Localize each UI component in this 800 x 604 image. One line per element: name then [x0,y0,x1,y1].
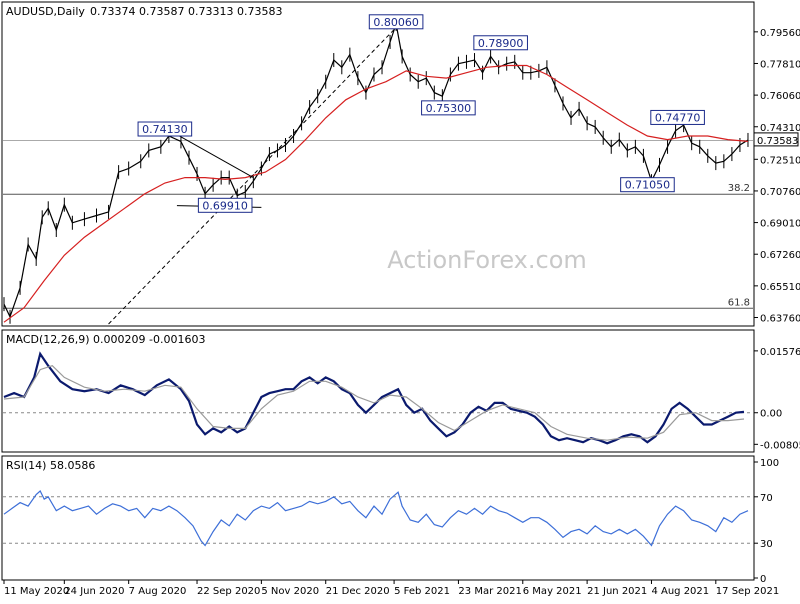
y-tick-label: 0.79560 [760,28,800,39]
price-annotation-box [137,121,193,137]
ohlc-label: 0.73374 0.73587 0.73313 0.73583 [90,5,282,18]
y-tick-label: 0.00 [760,409,782,420]
y-tick-label: 0.015768 [760,347,800,358]
macd-series-line [3,351,745,445]
rsi-title: RSI(14) 58.0586 [6,459,95,472]
x-tick-label: 5 Feb 2021 [394,586,450,597]
x-tick-label: 7 Aug 2020 [129,586,187,597]
y-tick-label: 0.76060 [760,91,800,102]
price-annotation-label: 0.69910 [202,199,248,212]
x-tick-label: 4 Aug 2021 [651,586,709,597]
watermark-text: ActionForex.com [387,246,587,274]
y-tick-label: 0.67260 [760,250,800,261]
x-tick-label: 21 Jun 2021 [587,586,647,597]
x-tick-label: 21 Dec 2020 [326,586,390,597]
x-tick-label: 6 May 2021 [523,586,582,597]
price-annotation-box [368,14,424,30]
price-annotation-label: 0.74130 [142,123,188,136]
y-tick-label: 0 [760,574,766,585]
y-tick-label: 0.63760 [760,313,800,324]
price-annotation-label: 0.80060 [373,16,419,29]
trend-line-dashed [108,27,397,325]
price-annotation-box [620,177,675,193]
x-tick-label: 22 Sep 2020 [197,586,260,597]
x-tick-label: 23 Mar 2021 [458,586,521,597]
macd-title: MACD(12,26,9) 0.000209 -0.001603 [6,333,205,346]
fib-level-label: 38.2 [728,183,750,194]
y-tick-label: -0.008053 [760,440,800,451]
y-tick-label: 0.65510 [760,282,800,293]
price-annotation-box [197,197,253,213]
macd-panel-frame [1,329,755,453]
price-panel-frame [1,1,755,327]
y-tick-label: 0.77810 [760,59,800,70]
symbol-label: AUDUSD,Daily [6,5,85,18]
signal-series-line [3,365,745,441]
price-annotation-box [473,35,528,51]
x-tick-label: 24 Jun 2020 [64,586,124,597]
price-annotation-box [421,100,476,116]
price-annotation-label: 0.74770 [655,111,701,124]
y-tick-label: 0.72510 [760,155,800,166]
rsi-panel-frame [1,455,755,581]
price-annotation-box [650,109,705,125]
y-tick-label: 30 [760,539,773,550]
y-tick-label: 70 [760,493,773,504]
rsi-series-line [3,490,749,547]
ema55-series-line [3,64,749,323]
trend-line [168,129,254,178]
y-tick-label: 100 [760,458,779,469]
price-annotation-label: 0.75300 [426,102,472,115]
y-tick-label: 0.74310 [760,123,800,134]
last-price-marker [753,132,799,147]
x-tick-label: 17 Sep 2021 [716,586,779,597]
y-tick-label: 0.70760 [760,187,800,198]
x-tick-label: 5 Nov 2020 [261,586,319,597]
last-price-label: 0.73583 [757,136,798,147]
price-annotation-label: 0.78900 [478,37,524,50]
price-annotation-label: 0.71050 [625,179,671,192]
fib-level-label: 61.8 [728,297,750,308]
x-tick-label: 11 May 2020 [4,586,69,597]
y-tick-label: 0.69010 [760,219,800,230]
